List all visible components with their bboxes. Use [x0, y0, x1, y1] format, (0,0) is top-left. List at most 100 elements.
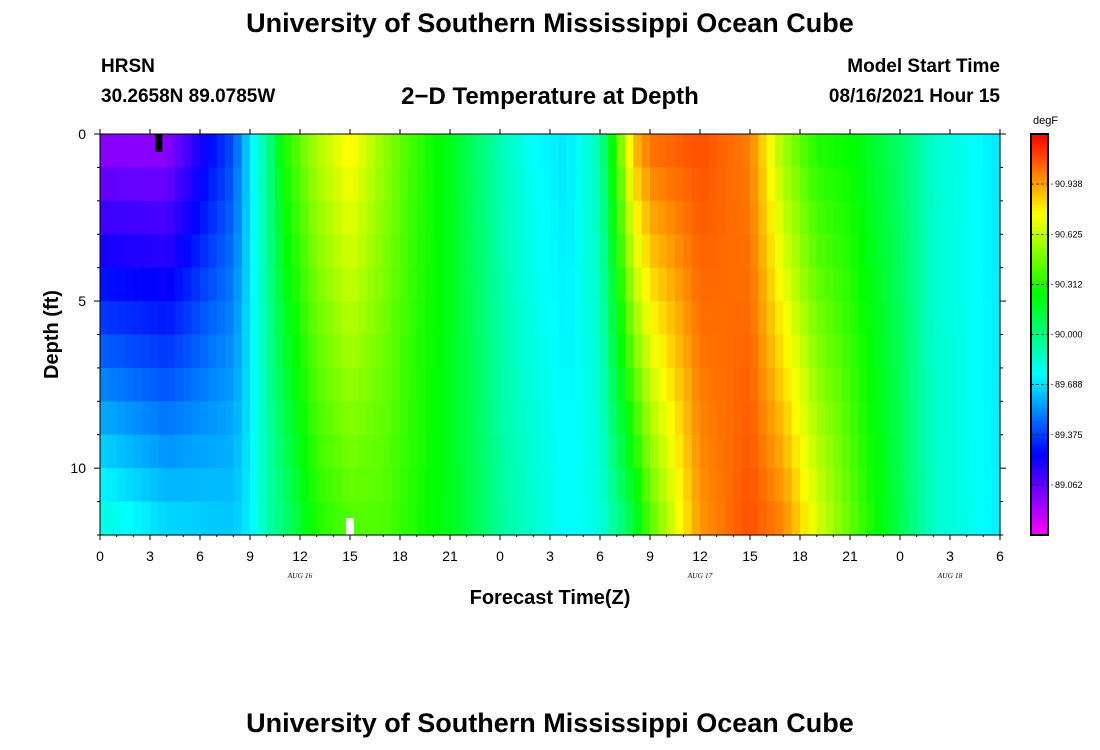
- heatmap-cell: [916, 367, 926, 402]
- heatmap-cell: [100, 367, 109, 402]
- heatmap-cell: [633, 401, 643, 436]
- heatmap-cell: [258, 334, 268, 369]
- heatmap-cell: [225, 468, 234, 503]
- heatmap-cell: [975, 200, 984, 235]
- colorbar-band: [1031, 511, 1048, 516]
- colorbar-band: [1031, 177, 1048, 182]
- heatmap-cell: [575, 301, 584, 336]
- heatmap-cell: [175, 367, 184, 402]
- heatmap-cell: [483, 501, 493, 536]
- colorbar-band: [1031, 321, 1048, 325]
- heatmap-cell: [141, 134, 151, 169]
- heatmap-cell: [783, 301, 793, 336]
- heatmap-cell: [808, 134, 818, 169]
- heatmap-cell: [541, 334, 551, 369]
- heatmap-cell: [358, 134, 368, 169]
- colorbar-band: [1031, 481, 1048, 486]
- heatmap-cell: [200, 434, 209, 469]
- heatmap-cell: [600, 434, 609, 469]
- heatmap-cell: [266, 301, 276, 336]
- heatmap-cell: [866, 468, 876, 503]
- heatmap-cell: [650, 134, 659, 169]
- heatmap-cell: [566, 134, 576, 169]
- heatmap-cell: [825, 334, 834, 369]
- heatmap-cell: [158, 200, 168, 235]
- heatmap-cell: [741, 134, 751, 169]
- heatmap-cell: [916, 200, 926, 235]
- heatmap-cell: [683, 301, 693, 336]
- heatmap-cell: [891, 301, 901, 336]
- heatmap-cell: [316, 301, 326, 336]
- heatmap-cell: [108, 468, 118, 503]
- heatmap-cell: [566, 501, 576, 536]
- heatmap-cell: [900, 234, 909, 269]
- heatmap-cell: [675, 301, 684, 336]
- heatmap-cell: [858, 468, 868, 503]
- colorbar: 90.938 90.625 90.312 90.000 89.688 89.375 89.0…: [1030, 133, 1083, 536]
- colorbar-band: [1031, 531, 1048, 536]
- heatmap-cell: [950, 234, 959, 269]
- colorbar-band: [1031, 494, 1048, 499]
- heatmap-cell: [316, 468, 326, 503]
- heatmap-cell: [775, 501, 784, 536]
- heatmap-cell: [791, 167, 801, 202]
- heatmap-cell: [591, 468, 601, 503]
- heatmap-cell: [691, 200, 701, 235]
- heatmap-cell: [416, 134, 426, 169]
- heatmap-cell: [775, 167, 784, 202]
- heatmap-cell: [833, 501, 843, 536]
- heatmap-cell: [200, 501, 209, 536]
- heatmap-cell: [466, 468, 476, 503]
- colorbar-band: [1031, 498, 1048, 503]
- x-tick-label: 21: [442, 548, 458, 564]
- heatmap-cell: [933, 468, 943, 503]
- heatmap-cell: [616, 200, 626, 235]
- chart-title: University of Southern Mississippi Ocean…: [246, 8, 854, 38]
- heatmap-cell: [558, 200, 568, 235]
- heatmap-cell: [608, 401, 618, 436]
- heatmap-cell: [533, 501, 543, 536]
- heatmap-cell: [791, 301, 801, 336]
- colorbar-band: [1031, 324, 1048, 329]
- heatmap-cell: [566, 367, 576, 402]
- heatmap-cell: [475, 367, 484, 402]
- heatmap-cell: [883, 501, 893, 536]
- heatmap-cell: [841, 401, 851, 436]
- heatmap-cell: [500, 501, 509, 536]
- heatmap-cell: [158, 267, 168, 302]
- heatmap-cell: [908, 367, 918, 402]
- heatmap-cell: [300, 401, 309, 436]
- heatmap-cell: [483, 434, 493, 469]
- heatmap-cell: [425, 134, 434, 169]
- heatmap-cell: [750, 468, 759, 503]
- heatmap-cell: [500, 401, 509, 436]
- heatmap-cell: [150, 468, 159, 503]
- heatmap-cell: [591, 434, 601, 469]
- heatmap-cell: [433, 401, 443, 436]
- heatmap-cell: [233, 367, 243, 402]
- heatmap-cell: [775, 468, 784, 503]
- heatmap-cell: [600, 134, 609, 169]
- heatmap-cell: [741, 367, 751, 402]
- heatmap-cell: [666, 301, 676, 336]
- heatmap-cell: [925, 334, 934, 369]
- colorbar-band: [1031, 394, 1048, 399]
- heatmap-cell: [791, 401, 801, 436]
- heatmap-cell: [266, 234, 276, 269]
- heatmap-cell: [608, 301, 618, 336]
- heatmap-cell: [658, 234, 668, 269]
- heatmap-cell: [491, 468, 501, 503]
- heatmap-cell: [758, 401, 768, 436]
- heatmap-cell: [808, 367, 818, 402]
- heatmap-cell: [125, 468, 134, 503]
- heatmap-cell: [566, 267, 576, 302]
- heatmap-cell: [433, 301, 443, 336]
- heatmap-cell: [366, 167, 376, 202]
- heatmap-cell: [450, 234, 459, 269]
- colorbar-band: [1031, 454, 1048, 459]
- colorbar-band: [1031, 344, 1048, 349]
- heatmap-cell: [658, 401, 668, 436]
- heatmap-cell: [400, 167, 409, 202]
- heatmap-cell: [783, 401, 793, 436]
- heatmap-cell: [575, 267, 584, 302]
